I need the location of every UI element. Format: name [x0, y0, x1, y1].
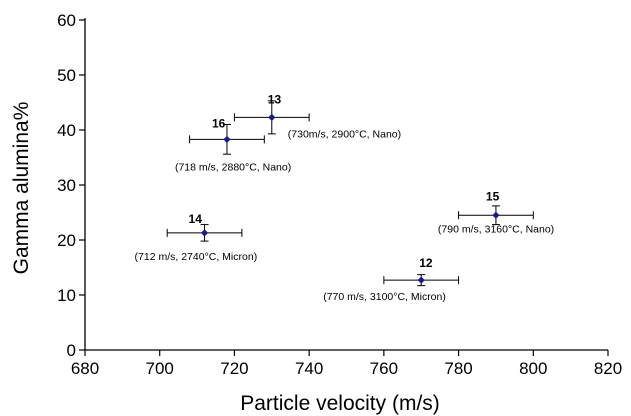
x-tick-label: 740	[295, 359, 323, 378]
y-tick-label: 0	[67, 341, 76, 360]
y-axis-ticks: 0 10 20 30 40 50 60	[57, 11, 85, 360]
point-id-label: 14	[189, 212, 203, 226]
y-tick-label: 10	[57, 286, 76, 305]
y-axis-title: Gamma alumina%	[10, 102, 33, 275]
point-id-label: 16	[212, 116, 226, 130]
x-tick-label: 780	[444, 359, 472, 378]
data-point-group: 14 (712 m/s, 2740°C, Micron)	[135, 212, 258, 263]
x-tick-label: 720	[220, 359, 248, 378]
point-condition-label: (730m/s, 2900°C, Nano)	[288, 128, 401, 140]
data-point-group: 15 (790 m/s, 3160°C, Nano)	[438, 189, 554, 235]
data-point-marker	[417, 276, 425, 284]
point-id-label: 12	[419, 256, 433, 270]
point-condition-label: (712 m/s, 2740°C, Micron)	[135, 251, 258, 263]
data-point-group: 13 (730m/s, 2900°C, Nano)	[233, 92, 401, 140]
data-point-marker	[223, 135, 231, 143]
data-point-marker	[200, 229, 209, 237]
y-tick-label: 40	[57, 121, 76, 140]
y-tick-label: 20	[57, 231, 76, 250]
x-tick-label: 820	[594, 359, 622, 378]
x-tick-label: 800	[519, 359, 547, 378]
data-point-group: 12 (770 m/s, 3100°C, Micron)	[323, 256, 460, 303]
x-tick-label: 760	[370, 359, 398, 378]
point-condition-label: (790 m/s, 3160°C, Nano)	[438, 223, 554, 235]
x-axis-title: Particle velocity (m/s)	[240, 392, 440, 415]
y-tick-label: 50	[57, 66, 76, 85]
y-tick-label: 60	[57, 11, 76, 30]
x-tick-label: 700	[146, 359, 174, 378]
data-point-marker	[492, 211, 500, 219]
x-tick-label: 680	[71, 359, 99, 378]
x-axis-ticks: 680 700 720 740 760 780 800 820	[71, 350, 622, 378]
data-point-marker	[268, 113, 276, 121]
data-points: 13 (730m/s, 2900°C, Nano) 16 (718 m/s, 2880…	[135, 92, 555, 303]
y-tick-label: 30	[57, 176, 76, 195]
point-id-label: 15	[486, 189, 500, 203]
data-point-group: 16 (718 m/s, 2880°C, Nano)	[175, 116, 291, 173]
point-condition-label: (770 m/s, 3100°C, Micron)	[323, 291, 446, 303]
point-condition-label: (718 m/s, 2880°C, Nano)	[175, 161, 291, 173]
point-id-label: 13	[268, 92, 282, 106]
